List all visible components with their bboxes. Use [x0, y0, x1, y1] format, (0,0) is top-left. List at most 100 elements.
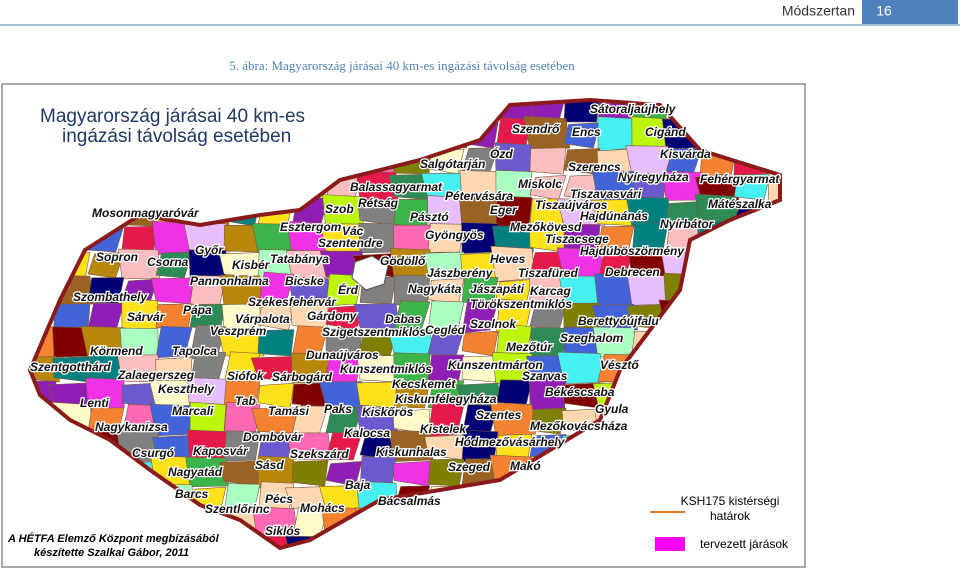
- place-label: Szentes: [476, 408, 522, 422]
- legend-label: KSH175 kistérségi: [681, 494, 780, 508]
- district: [490, 401, 536, 439]
- place-label: Kaposvár: [193, 444, 249, 458]
- place-label: Pécs: [265, 492, 293, 506]
- place-label: Csurgó: [132, 446, 174, 460]
- place-label: Nagyatád: [168, 465, 223, 479]
- place-label: Mohács: [300, 501, 345, 515]
- place-label: Sárbogárd: [272, 370, 333, 384]
- district: [492, 225, 534, 253]
- place-label: Szeged: [448, 460, 491, 474]
- place-label: Dunaújváros: [306, 348, 379, 362]
- place-label: Nagykanizsa: [95, 420, 168, 434]
- district: [155, 325, 193, 359]
- place-label: Szeghalom: [560, 331, 624, 345]
- place-label: Hódmezővásárhely: [455, 435, 566, 449]
- district: [291, 460, 329, 487]
- place-label: Tatabánya: [270, 252, 329, 266]
- place-label: Vésztő: [600, 358, 639, 372]
- place-label: Sásd: [255, 458, 284, 472]
- place-label: Balassagyarmat: [350, 180, 443, 194]
- place-label: Barcs: [175, 487, 209, 501]
- place-label: Várpalota: [235, 312, 290, 326]
- place-label: Gyula: [595, 402, 629, 416]
- district: [30, 356, 60, 383]
- place-label: Keszthely: [158, 382, 215, 396]
- place-label: Rétság: [358, 196, 399, 210]
- place-label: Dabas: [385, 312, 421, 326]
- district: [529, 407, 567, 435]
- place-label: Fehérgyarmat: [700, 172, 780, 186]
- district: [151, 277, 195, 305]
- legend-label: tervezett járások: [700, 537, 789, 551]
- place-label: Sátoraljaújhely: [590, 102, 677, 116]
- section-title: Módszertan: [782, 3, 855, 19]
- place-label: Zalaegerszeg: [117, 368, 195, 382]
- district: [733, 173, 771, 201]
- district: [223, 430, 261, 462]
- place-label: Heves: [490, 252, 526, 266]
- district: [286, 432, 332, 461]
- district: [461, 355, 499, 383]
- district: [529, 377, 567, 411]
- place-label: Tab: [235, 394, 256, 408]
- place-label: Nagykáta: [408, 282, 462, 296]
- place-label: Tiszacsege: [545, 232, 609, 246]
- place-label: Szentgotthárd: [30, 360, 111, 374]
- district: [529, 198, 567, 227]
- place-label: Szolnok: [470, 317, 517, 331]
- place-label: Vác: [342, 224, 364, 238]
- place-label: Hajdúnánás: [580, 209, 648, 223]
- place-label: Berettyóújfalu: [578, 314, 659, 328]
- place-label: Gyöngyös: [425, 228, 484, 242]
- place-label: Székesfehérvár: [248, 295, 337, 309]
- place-label: Baja: [345, 478, 371, 492]
- place-labels: Sátoraljaújhely Szendrő Encs Cigánd Ózd Kisvá…: [29, 101, 782, 540]
- place-label: Jászberény: [427, 266, 494, 280]
- district: [356, 381, 398, 409]
- place-label: Mezőtúr: [506, 340, 553, 354]
- district: [53, 303, 91, 331]
- district: [694, 174, 740, 201]
- budapest: [351, 255, 389, 291]
- map-title: ingázási távolság esetében: [62, 126, 291, 147]
- place-label: Hajdúböszörmény: [580, 244, 685, 258]
- district: [767, 169, 780, 204]
- place-label: Makó: [510, 459, 541, 473]
- place-label: Salgótarján: [420, 157, 485, 171]
- place-label: Szendrő: [512, 122, 560, 136]
- place-label: Sopron: [96, 250, 138, 264]
- place-label: Encs: [572, 125, 601, 139]
- place-label: Szarvas: [522, 369, 568, 383]
- place-label: Marcali: [172, 404, 214, 418]
- district: [393, 300, 431, 332]
- place-label: Ózd: [490, 146, 513, 161]
- place-label: Paks: [324, 402, 352, 416]
- legend-swatch: [655, 537, 685, 551]
- page-box: [862, 0, 958, 24]
- place-label: Törökszentmiklós: [470, 297, 572, 311]
- place-label: Kiskőrös: [362, 405, 414, 419]
- place-label: Mezőkövesd: [510, 220, 582, 234]
- place-label: Kecskemét: [392, 377, 456, 391]
- place-label: Szekszárd: [290, 447, 349, 461]
- place-label: Gödöllő: [380, 254, 426, 268]
- district: [393, 380, 431, 409]
- district: [217, 327, 265, 357]
- place-label: Kisbér: [232, 258, 271, 272]
- place-label: Kistelek: [420, 422, 467, 436]
- place-label: Debrecen: [605, 265, 660, 279]
- place-label: Szentendre: [318, 236, 383, 250]
- district: [529, 147, 567, 175]
- place-label: Pétervására: [445, 189, 513, 203]
- place-label: Körmend: [90, 344, 143, 358]
- place-label: Pannonhalma: [190, 274, 269, 288]
- place-label: Dombóvár: [243, 430, 304, 444]
- place-label: Esztergom: [280, 220, 342, 234]
- place-label: Karcag: [530, 284, 571, 298]
- place-label: Csorna: [147, 255, 189, 269]
- place-label: Szob: [325, 202, 354, 216]
- place-label: Mátészalka: [708, 197, 772, 211]
- district: [562, 382, 601, 409]
- place-label: Mosonmagyaróvár: [92, 206, 200, 220]
